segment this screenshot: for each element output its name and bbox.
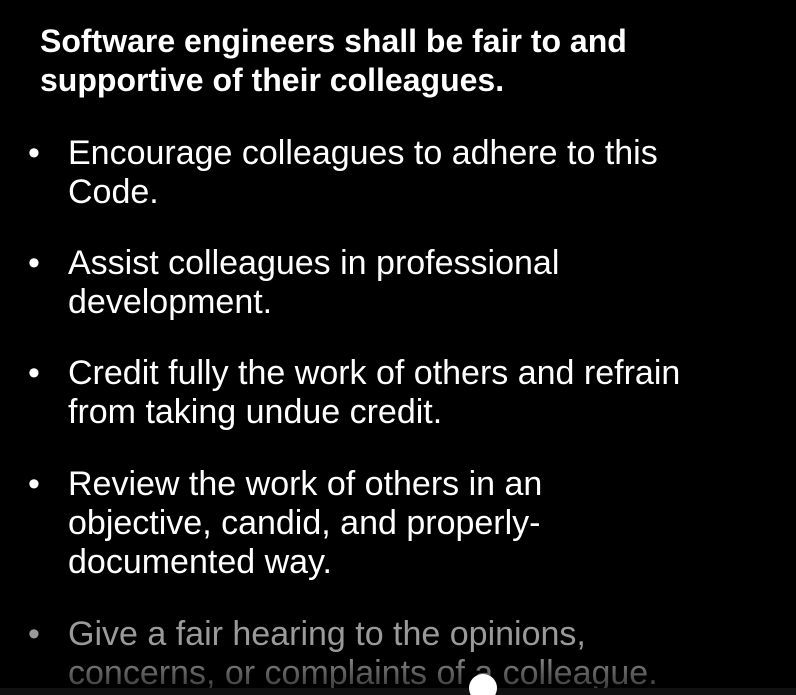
- bullet-marker: •: [28, 465, 40, 503]
- video-scrub-handle[interactable]: [469, 674, 497, 695]
- slide-heading: Software engineers shall be fair to and …: [40, 23, 627, 98]
- bullet-marker: •: [28, 354, 40, 392]
- bullet-marker: •: [28, 244, 40, 282]
- bullet-marker: •: [28, 615, 40, 653]
- bullet-text: Encourage colleagues to adhere to this C…: [68, 134, 658, 211]
- bullet-marker: •: [28, 134, 40, 172]
- bottom-fade-overlay: [0, 650, 796, 695]
- video-progress-track[interactable]: [0, 688, 796, 695]
- bullet-text: Credit fully the work of others and refr…: [68, 354, 681, 431]
- bullet-text: Review the work of others in an objectiv…: [68, 465, 543, 581]
- bullet-text: Assist colleagues in professional develo…: [68, 244, 560, 321]
